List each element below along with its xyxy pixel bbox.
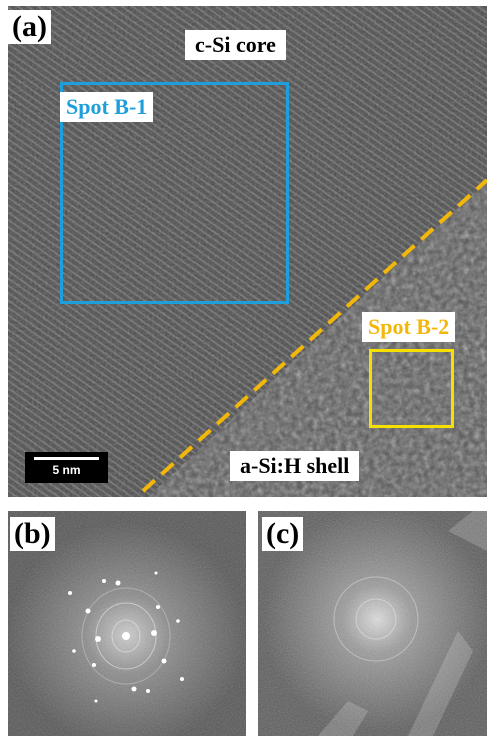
spot-b2-box — [369, 349, 454, 428]
spot-b1-box — [60, 82, 289, 304]
panel-c-label: (c) — [262, 517, 304, 551]
panel-a-label: (a) — [8, 10, 51, 44]
shell-label: a-Si:H shell — [230, 451, 360, 481]
core-label: c-Si core — [185, 30, 286, 60]
scale-bar-label: 5 nm — [52, 463, 81, 477]
spot-b2-label: Spot B-2 — [362, 312, 456, 342]
spot-b1-label: Spot B-1 — [60, 92, 154, 122]
scale-bar-line — [34, 457, 99, 460]
panel-b-label: (b) — [10, 517, 55, 551]
